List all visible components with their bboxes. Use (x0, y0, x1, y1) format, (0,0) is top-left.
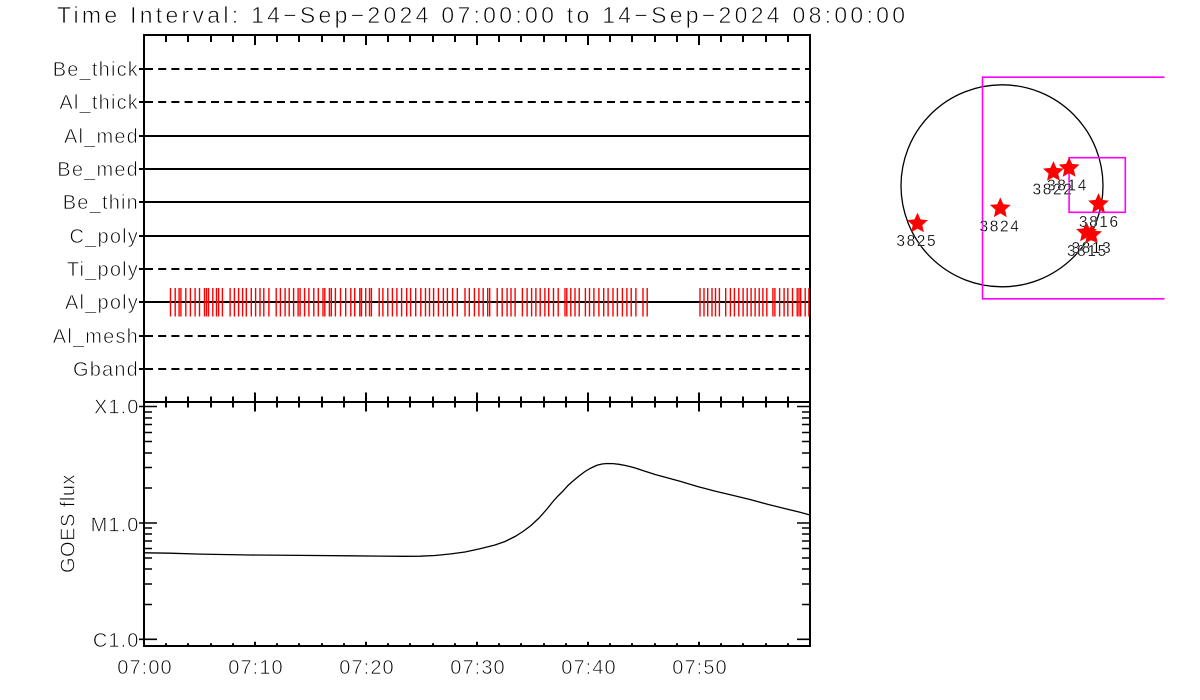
svg-text:Al_mesh: Al_mesh (53, 326, 139, 348)
svg-text:Al_med: Al_med (64, 126, 139, 148)
svg-text:07:10: 07:10 (228, 657, 284, 679)
svg-text:3822: 3822 (1033, 181, 1074, 198)
svg-text:07:50: 07:50 (672, 657, 728, 679)
svg-text:3815: 3815 (1067, 243, 1108, 260)
svg-text:3813: 3813 (1071, 240, 1112, 257)
svg-text:Al_thick: Al_thick (59, 92, 139, 114)
svg-text:Ti_poly: Ti_poly (67, 259, 139, 281)
svg-text:M1.0: M1.0 (91, 515, 140, 537)
svg-text:3824: 3824 (980, 219, 1021, 236)
svg-text:07:30: 07:30 (450, 657, 506, 679)
svg-text:3814: 3814 (1047, 178, 1088, 195)
svg-text:GOES flux: GOES flux (57, 474, 79, 573)
svg-text:3825: 3825 (896, 233, 937, 250)
svg-text:Al_poly: Al_poly (65, 292, 139, 314)
svg-text:Be_med: Be_med (57, 159, 139, 181)
svg-text:Gband: Gband (73, 359, 139, 381)
svg-text:07:00: 07:00 (117, 657, 173, 679)
svg-text:07:40: 07:40 (561, 657, 617, 679)
svg-text:C1.0: C1.0 (93, 630, 140, 652)
svg-text:Be_thin: Be_thin (63, 192, 139, 214)
svg-text:3816: 3816 (1079, 214, 1120, 231)
svg-text:X1.0: X1.0 (94, 397, 140, 419)
svg-text:C_poly: C_poly (70, 226, 139, 248)
svg-text:07:20: 07:20 (339, 657, 395, 679)
svg-text:Be_thick: Be_thick (53, 59, 139, 81)
